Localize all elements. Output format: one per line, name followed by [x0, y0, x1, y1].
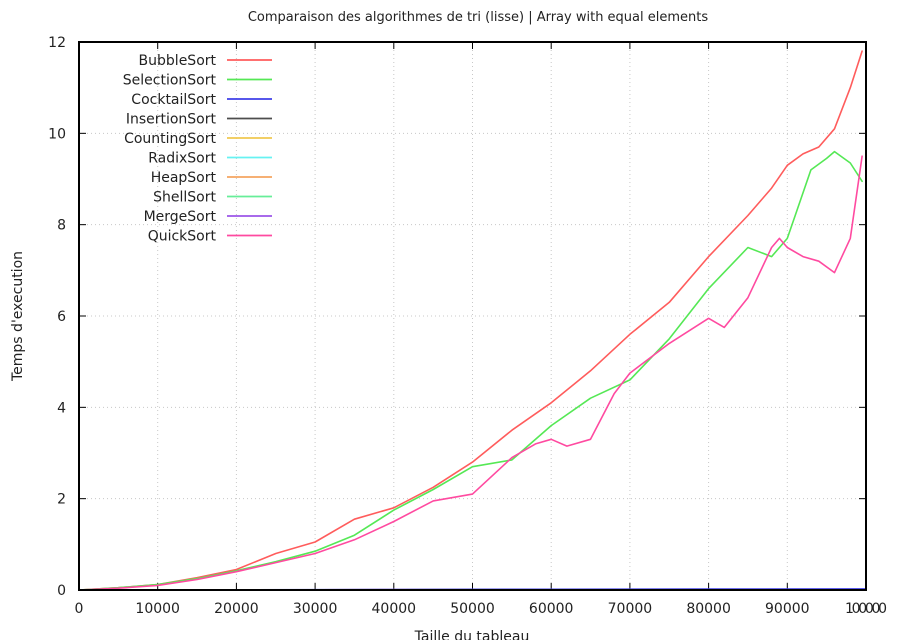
- x-tick-label: 80000: [686, 601, 731, 617]
- legend-label: BubbleSort: [139, 53, 217, 69]
- series-line-bubblesort: [78, 50, 863, 591]
- y-tick-label: 0: [57, 583, 66, 599]
- y-tick-label: 8: [57, 218, 66, 234]
- legend-entry-selectionsort: SelectionSort: [123, 73, 272, 89]
- plot-frame: [78, 41, 867, 591]
- legend-entry-bubblesort: BubbleSort: [139, 53, 272, 69]
- chart-title: Comparaison des algorithmes de tri (liss…: [248, 10, 709, 25]
- legend-label: CountingSort: [124, 131, 216, 147]
- x-tick-label: 30000: [293, 601, 338, 617]
- x-tick-label: 10000: [135, 601, 180, 617]
- legend-entry-quicksort: QuickSort: [148, 229, 272, 245]
- legend-entry-countingsort: CountingSort: [124, 131, 272, 147]
- x-tick-label: 60000: [529, 601, 574, 617]
- legend-entry-heapsort: HeapSort: [151, 170, 272, 186]
- grid: [79, 42, 866, 590]
- x-tick-label: 70000: [608, 601, 653, 617]
- legend: BubbleSort SelectionSort CocktailSort Inser…: [123, 53, 272, 245]
- legend-label: HeapSort: [151, 170, 217, 186]
- x-axis-label: Taille du tableau: [414, 629, 530, 640]
- legend-entry-radixsort: RadixSort: [148, 151, 272, 167]
- legend-label: ShellSort: [153, 190, 216, 206]
- legend-label: QuickSort: [148, 229, 217, 245]
- series-line-selectionsort: [78, 150, 863, 591]
- x-tick-label: 20000: [214, 601, 259, 617]
- y-tick-label: 4: [57, 400, 66, 416]
- y-tick-label: 6: [57, 309, 66, 325]
- legend-entry-mergesort: MergeSort: [144, 209, 272, 225]
- legend-label: MergeSort: [144, 209, 217, 225]
- legend-entry-shellsort: ShellSort: [153, 190, 272, 206]
- y-tick-label: 2: [57, 492, 66, 508]
- y-axis-label: Temps d'execution: [10, 251, 26, 382]
- x-tick-label: 50000: [450, 601, 495, 617]
- legend-label: InsertionSort: [126, 112, 217, 128]
- y-tick-label: 12: [48, 35, 66, 51]
- x-tick-label: 40000: [372, 601, 417, 617]
- y-tick-label: 10: [48, 126, 66, 142]
- legend-entry-insertionsort: InsertionSort: [126, 112, 272, 128]
- x-tick-label: 90000: [765, 601, 810, 617]
- axis-ticks: 0 10000 20000 30000 40000 50000 60000 70000 8000…: [48, 35, 887, 617]
- legend-label: SelectionSort: [123, 73, 217, 89]
- legend-label: RadixSort: [148, 151, 216, 167]
- x-tick-label: 0: [75, 601, 84, 617]
- legend-entry-cocktailsort: CocktailSort: [131, 92, 272, 108]
- legend-label: CocktailSort: [131, 92, 216, 108]
- series-line-quicksort: [78, 155, 863, 591]
- x-tick-label: 100000: [845, 601, 887, 617]
